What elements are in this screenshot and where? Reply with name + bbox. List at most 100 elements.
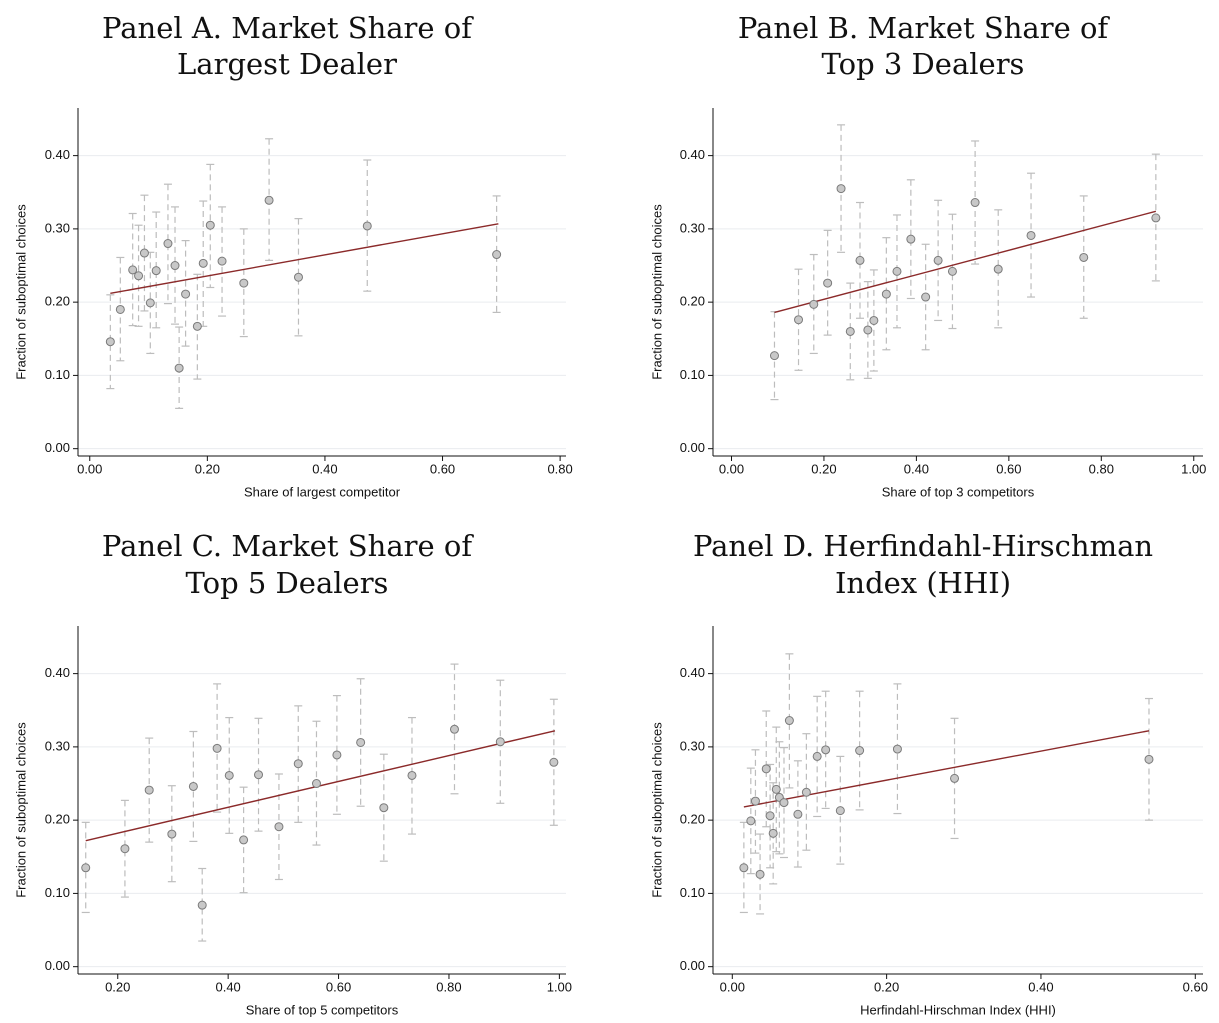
point-marker [835, 806, 845, 816]
point-marker [217, 256, 227, 266]
panel-title-line: Panel A. Market Share of [102, 11, 474, 45]
data-point [171, 206, 180, 325]
data-point [994, 209, 1003, 329]
x-tick-label: 0.20 [105, 979, 130, 994]
x-tick-label: 0.40 [1028, 979, 1053, 994]
point-marker [407, 770, 417, 780]
y-tick-label: 0.40 [680, 665, 705, 680]
y-tick-label: 0.10 [45, 367, 70, 382]
data-point [407, 716, 416, 835]
data-point [152, 211, 161, 329]
point-marker [892, 744, 902, 754]
data-point [856, 201, 864, 319]
x-tick-label: 0.60 [1183, 979, 1208, 994]
y-tick-label: 0.30 [45, 738, 70, 753]
point-marker [151, 266, 161, 276]
point-marker [549, 757, 559, 767]
y-tick-label: 0.20 [680, 294, 705, 309]
x-tick-label: 0.80 [1089, 461, 1114, 476]
y-tick-label: 0.00 [45, 958, 70, 973]
panel-title-line: Top 5 Dealers [186, 566, 389, 600]
data-point [892, 214, 901, 329]
y-tick-label: 0.20 [680, 812, 705, 827]
point-marker [115, 304, 125, 314]
point-marker [224, 770, 234, 780]
x-tick-label: 0.40 [312, 461, 337, 476]
data-point [120, 799, 129, 898]
point-marker [823, 278, 833, 288]
data-point [332, 694, 341, 815]
point-marker [205, 220, 215, 230]
fitted-line [743, 730, 1150, 808]
point-marker [739, 863, 749, 873]
point-marker [495, 737, 505, 747]
data-point [906, 179, 915, 300]
point-marker [863, 325, 873, 335]
point-marker [836, 184, 846, 194]
point-marker [293, 759, 303, 769]
data-point [762, 710, 771, 828]
data-point [106, 294, 115, 390]
y-tick-label: 0.40 [45, 665, 70, 680]
x-axis-label: Herfindahl-Hirschman Index (HHI) [860, 1002, 1056, 1017]
x-tick-label: 0.00 [720, 979, 745, 994]
data-point [785, 653, 794, 789]
point-marker [809, 299, 819, 309]
point-marker [881, 289, 891, 299]
point-marker [239, 835, 249, 845]
point-marker [812, 751, 822, 761]
point-marker [139, 248, 149, 258]
point-marker [311, 779, 321, 789]
point-marker [779, 798, 789, 808]
point-marker [769, 351, 779, 361]
point-marker [821, 745, 831, 755]
point-marker [449, 724, 459, 734]
y-tick-label: 0.20 [45, 294, 70, 309]
data-point [294, 705, 303, 823]
point-marker [765, 811, 775, 821]
point-marker [921, 292, 931, 302]
x-tick-label: 0.40 [215, 979, 240, 994]
point-marker [239, 278, 249, 288]
panel-title-line: Panel C. Market Share of [102, 529, 474, 563]
y-tick-label: 0.30 [45, 220, 70, 235]
y-tick-label: 0.10 [680, 885, 705, 900]
y-tick-label: 0.00 [45, 440, 70, 455]
data-point [254, 717, 263, 832]
x-tick-label: 0.80 [436, 979, 461, 994]
x-tick-label: 0.40 [904, 461, 929, 476]
x-tick-label: 0.60 [996, 461, 1021, 476]
point-marker [120, 844, 130, 854]
point-marker [332, 750, 342, 760]
point-marker [105, 337, 115, 347]
point-marker [801, 787, 811, 797]
data-point [775, 741, 784, 855]
point-marker [771, 784, 781, 794]
panel-title-line: Panel D. Herfindahl-Hirschman [693, 529, 1153, 563]
y-axis-label: Fraction of suboptimal choices [13, 722, 28, 898]
point-marker [264, 195, 274, 205]
x-tick-label: 0.00 [719, 461, 744, 476]
point-marker [768, 828, 778, 838]
data-point [802, 733, 811, 851]
point-marker [1144, 754, 1154, 764]
data-point [128, 212, 137, 327]
panel-title-line: Panel B. Market Share of [738, 11, 1111, 45]
point-marker [181, 289, 191, 299]
point-marker [188, 781, 198, 791]
x-tick-label: 0.20 [195, 461, 220, 476]
point-marker [1079, 252, 1089, 262]
data-point [846, 282, 855, 381]
data-point [225, 716, 234, 834]
point-marker [755, 869, 765, 879]
point-marker [746, 816, 756, 826]
point-marker [793, 809, 803, 819]
point-marker [869, 315, 879, 325]
point-marker [145, 298, 155, 308]
panel-title-line: Largest Dealer [177, 47, 397, 81]
point-marker [950, 773, 960, 783]
data-point [163, 183, 172, 305]
